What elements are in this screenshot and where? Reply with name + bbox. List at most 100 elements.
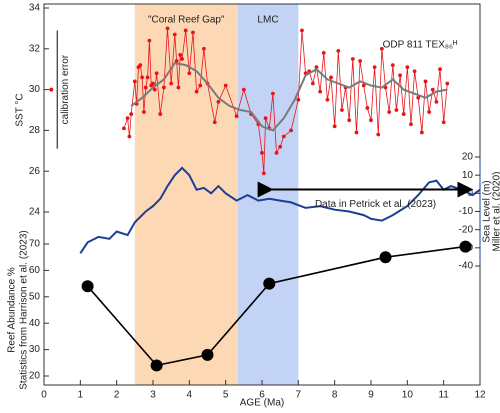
data-point (390, 63, 395, 68)
data-point (300, 28, 304, 33)
data-point (194, 89, 199, 94)
y-axis-label: SST °C (15, 93, 26, 126)
y-tick-label: -10 (459, 206, 474, 217)
shaded-interval (134, 4, 238, 385)
data-point (125, 116, 130, 121)
data-point (416, 95, 421, 100)
y-tick-label: 10 (462, 170, 474, 181)
data-point (361, 83, 366, 88)
data-point (380, 46, 384, 51)
data-point (142, 110, 146, 114)
data-point (379, 251, 392, 264)
x-tick-label: 9 (368, 390, 374, 401)
y-tick-label: -40 (459, 261, 474, 272)
data-point (310, 81, 315, 86)
data-point (271, 91, 275, 96)
data-point (321, 50, 326, 55)
x-tick-label: 8 (332, 390, 338, 401)
data-point (398, 73, 402, 78)
y-axis-label: Statistics from Harrison et al. (2023) (19, 230, 30, 390)
data-point (176, 85, 181, 90)
data-point (129, 112, 134, 116)
data-point (427, 110, 432, 114)
data-point (241, 87, 246, 92)
x-axis-label: AGE (Ma) (240, 398, 284, 409)
data-point (183, 28, 188, 33)
data-point (274, 150, 279, 155)
data-point (260, 150, 264, 155)
data-point (423, 79, 428, 84)
data-point (198, 83, 203, 88)
x-tick-label: 10 (402, 390, 414, 401)
data-point (336, 48, 341, 53)
y-tick-label: 34 (29, 3, 41, 14)
y-tick-label: 30 (29, 344, 41, 355)
data-point (140, 75, 145, 80)
data-point (445, 81, 450, 86)
interval-label: "Coral Reef Gap" (148, 15, 225, 26)
data-point (127, 134, 132, 139)
data-point (216, 99, 221, 104)
x-tick-label: 2 (114, 390, 120, 401)
data-point (154, 71, 159, 76)
x-tick-label: 6 (259, 390, 265, 401)
data-point (376, 132, 381, 137)
data-point (332, 124, 337, 129)
y-tick-label: 28 (29, 125, 41, 136)
data-point (441, 120, 446, 125)
data-point (263, 277, 276, 290)
data-point (81, 280, 94, 293)
data-point (122, 126, 126, 131)
data-point (191, 30, 195, 35)
x-tick-label: 11 (438, 390, 449, 401)
data-point (151, 81, 155, 86)
data-point (147, 38, 152, 43)
data-point (201, 348, 214, 361)
data-point (296, 97, 301, 102)
arrow-label: Data in Petrick et al. (2023) (315, 199, 436, 210)
data-point (178, 53, 183, 57)
data-point (212, 120, 217, 125)
y-tick-label: 20 (462, 152, 474, 163)
data-point (347, 118, 352, 123)
data-point (289, 128, 293, 133)
data-point (372, 65, 377, 70)
data-point (394, 108, 399, 112)
x-tick-label: 1 (78, 390, 84, 401)
legend-label: ODP 811 TEX₈₆ᴴ (383, 40, 458, 51)
data-point (412, 69, 417, 74)
y-tick-label: 40 (29, 318, 41, 329)
data-point (405, 65, 410, 70)
data-point (419, 130, 424, 135)
x-tick-label: 0 (41, 390, 47, 401)
data-point (150, 359, 163, 372)
data-point (169, 81, 174, 86)
interval-label: LMC (257, 15, 278, 26)
data-point (162, 85, 166, 90)
data-point (145, 75, 150, 80)
y-tick-label: 26 (29, 166, 41, 177)
data-point (409, 122, 413, 127)
data-point (180, 57, 184, 61)
x-tick-label: 3 (150, 390, 156, 401)
data-point (138, 63, 143, 68)
data-point (281, 134, 286, 139)
data-point (223, 83, 228, 88)
series-line (130, 61, 448, 132)
y-tick-label: 60 (29, 265, 41, 276)
data-point (263, 116, 268, 121)
data-point (401, 112, 406, 116)
data-point (278, 144, 283, 149)
calibration-label: calibration error (60, 54, 71, 124)
data-point (261, 171, 266, 176)
data-point (434, 99, 439, 104)
y-tick-label: 50 (29, 291, 41, 302)
y-axis-label: Miller et al. (2020) (492, 171, 500, 251)
data-point (369, 118, 373, 123)
calibration-point (49, 87, 54, 92)
data-point (234, 114, 239, 119)
data-point (158, 112, 163, 116)
data-point (438, 67, 442, 72)
y-tick-label: 70 (29, 239, 41, 250)
